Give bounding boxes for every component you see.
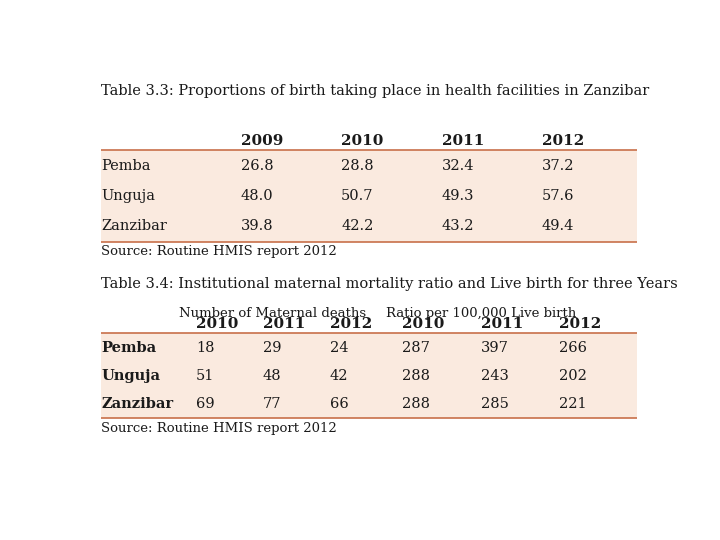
Text: 288: 288 xyxy=(402,369,431,383)
Text: 48: 48 xyxy=(263,369,282,383)
Text: 2012: 2012 xyxy=(542,134,584,148)
Text: Number of Maternal deaths: Number of Maternal deaths xyxy=(179,307,366,320)
Text: 2010: 2010 xyxy=(341,134,384,148)
Text: 48.0: 48.0 xyxy=(240,189,274,203)
Text: Zanzibar: Zanzibar xyxy=(101,397,174,411)
Text: 266: 266 xyxy=(559,341,587,355)
FancyBboxPatch shape xyxy=(101,181,637,211)
Text: 50.7: 50.7 xyxy=(341,189,374,203)
Text: 2012: 2012 xyxy=(559,317,601,331)
Text: 2011: 2011 xyxy=(481,317,523,331)
Text: Zanzibar: Zanzibar xyxy=(101,219,167,233)
Text: 24: 24 xyxy=(330,341,348,355)
FancyBboxPatch shape xyxy=(101,333,637,362)
Text: 57.6: 57.6 xyxy=(542,189,575,203)
Text: Unguja: Unguja xyxy=(101,369,160,383)
Text: 287: 287 xyxy=(402,341,431,355)
Text: 2012: 2012 xyxy=(330,317,372,331)
Text: 288: 288 xyxy=(402,397,431,411)
Text: 43.2: 43.2 xyxy=(441,219,474,233)
Text: 49.4: 49.4 xyxy=(542,219,575,233)
Text: 42.2: 42.2 xyxy=(341,219,374,233)
Text: 2010: 2010 xyxy=(196,317,238,331)
Text: Unguja: Unguja xyxy=(101,189,156,203)
FancyBboxPatch shape xyxy=(101,390,637,418)
Text: 221: 221 xyxy=(559,397,586,411)
Text: 18: 18 xyxy=(196,341,215,355)
Text: 2011: 2011 xyxy=(263,317,305,331)
FancyBboxPatch shape xyxy=(101,362,637,390)
Text: 32.4: 32.4 xyxy=(441,159,474,173)
Text: 285: 285 xyxy=(481,397,508,411)
Text: 77: 77 xyxy=(263,397,282,411)
Text: 243: 243 xyxy=(481,369,508,383)
Text: Source: Routine HMIS report 2012: Source: Routine HMIS report 2012 xyxy=(101,245,337,258)
Text: 42: 42 xyxy=(330,369,348,383)
Text: 49.3: 49.3 xyxy=(441,189,474,203)
Text: Ratio per 100,000 Live birth: Ratio per 100,000 Live birth xyxy=(386,307,576,320)
Text: 2011: 2011 xyxy=(441,134,484,148)
Text: 39.8: 39.8 xyxy=(240,219,274,233)
Text: Table 3.4: Institutional maternal mortality ratio and Live birth for three Years: Table 3.4: Institutional maternal mortal… xyxy=(101,277,678,291)
Text: 66: 66 xyxy=(330,397,348,411)
Text: 69: 69 xyxy=(196,397,215,411)
Text: 2009: 2009 xyxy=(240,134,283,148)
Text: 397: 397 xyxy=(481,341,508,355)
Text: 29: 29 xyxy=(263,341,282,355)
Text: 2010: 2010 xyxy=(402,317,445,331)
Text: 26.8: 26.8 xyxy=(240,159,274,173)
Text: 37.2: 37.2 xyxy=(542,159,575,173)
Text: Table 3.3: Proportions of birth taking place in health facilities in Zanzibar: Table 3.3: Proportions of birth taking p… xyxy=(101,84,649,98)
Text: 202: 202 xyxy=(559,369,587,383)
FancyBboxPatch shape xyxy=(101,151,637,181)
FancyBboxPatch shape xyxy=(101,211,637,241)
Text: 51: 51 xyxy=(196,369,215,383)
Text: Source: Routine HMIS report 2012: Source: Routine HMIS report 2012 xyxy=(101,422,337,435)
Text: Pemba: Pemba xyxy=(101,341,156,355)
Text: Pemba: Pemba xyxy=(101,159,150,173)
Text: 28.8: 28.8 xyxy=(341,159,374,173)
